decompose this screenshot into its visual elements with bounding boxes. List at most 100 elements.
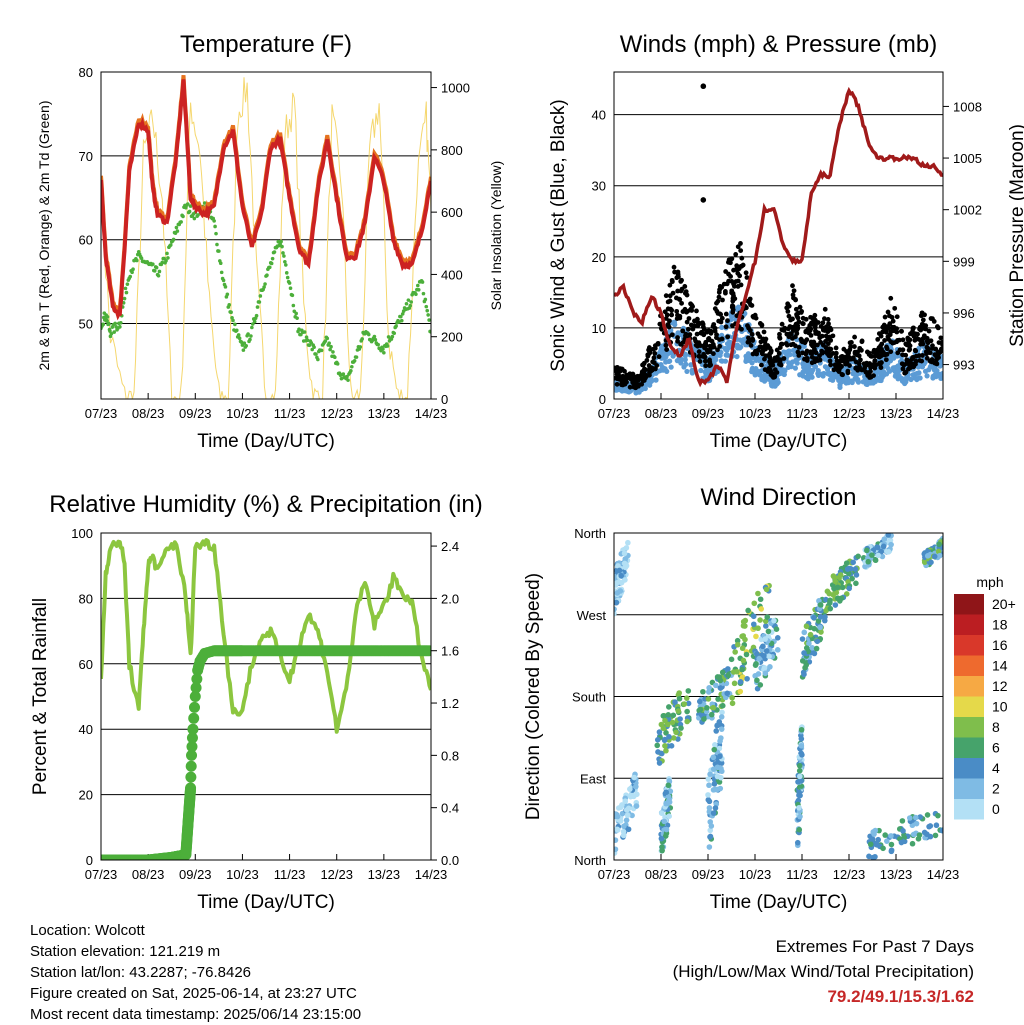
gust-point xyxy=(818,324,824,329)
y-tick-label: 80 xyxy=(79,65,93,80)
gust-point xyxy=(813,350,819,356)
gust-point xyxy=(911,364,917,370)
gust-point xyxy=(812,346,817,352)
dewpoint-point xyxy=(392,331,397,336)
direction-point xyxy=(888,841,895,848)
gust-point xyxy=(633,376,639,382)
gust-point xyxy=(708,330,714,336)
wind-point xyxy=(902,380,908,387)
gust-point xyxy=(717,343,723,349)
direction-point xyxy=(803,662,810,668)
gust-point xyxy=(697,359,703,364)
gust-point xyxy=(867,369,873,375)
wind-point xyxy=(845,380,851,386)
direction-point xyxy=(621,550,628,557)
direction-point xyxy=(713,728,720,734)
x-tick-label: 11/23 xyxy=(786,867,818,882)
direction-point xyxy=(728,656,735,663)
wind-point xyxy=(663,359,669,365)
x-tick-label: 13/23 xyxy=(880,867,913,882)
dewpoint-point xyxy=(128,274,133,279)
dewpoint-point xyxy=(316,357,320,362)
direction-point xyxy=(701,716,707,722)
gust-point xyxy=(692,336,698,342)
panel-title: Winds (mph) & Pressure (mb) xyxy=(620,31,937,58)
direction-point xyxy=(884,838,890,844)
direction-point xyxy=(625,826,632,833)
direction-point xyxy=(718,714,725,720)
gust-point xyxy=(910,325,916,331)
y-axis-label: Sonic Wind & Gust (Blue, Black) xyxy=(548,99,569,371)
gust-point xyxy=(878,333,884,339)
wind-point xyxy=(688,362,694,368)
gust-point xyxy=(648,368,654,374)
gust-point xyxy=(777,345,783,350)
direction-point xyxy=(762,636,768,642)
direction-point xyxy=(900,828,906,834)
dewpoint-point xyxy=(267,265,272,270)
gust-point xyxy=(900,366,906,372)
direction-point xyxy=(724,690,731,697)
wind-point xyxy=(786,363,792,369)
gust-point xyxy=(723,324,729,330)
direction-point xyxy=(817,602,824,608)
direction-point xyxy=(830,573,837,579)
direction-point xyxy=(623,545,630,551)
direction-point xyxy=(711,781,718,787)
x-tick-label: 10/23 xyxy=(739,867,772,882)
wind-point xyxy=(853,375,859,381)
gust-point xyxy=(627,384,633,390)
gust-point xyxy=(738,282,744,288)
direction-point xyxy=(666,813,672,819)
gust-point xyxy=(748,342,754,348)
direction-point xyxy=(913,820,920,827)
gust-point xyxy=(820,342,826,348)
wind-point xyxy=(903,375,909,381)
direction-point xyxy=(625,539,631,546)
wind-point xyxy=(698,367,704,374)
direction-point xyxy=(617,588,624,594)
dewpoint-point xyxy=(215,242,219,247)
dewpoint-point xyxy=(426,313,430,317)
direction-point xyxy=(797,792,803,799)
direction-point xyxy=(707,827,714,834)
gust-point xyxy=(688,306,694,312)
dewpoint-point xyxy=(187,209,192,214)
gust-point xyxy=(716,294,722,300)
gust-point xyxy=(784,305,790,311)
dewpoint-point xyxy=(416,288,421,292)
gust-point xyxy=(717,284,723,289)
x-tick-label: 09/23 xyxy=(692,406,725,421)
gust-point xyxy=(727,257,733,263)
wind-point xyxy=(885,360,891,367)
gust-point xyxy=(857,345,863,351)
direction-point xyxy=(910,831,917,838)
direction-point xyxy=(801,671,807,678)
direction-point xyxy=(739,633,745,640)
direction-point xyxy=(750,613,757,620)
dewpoint-point xyxy=(181,214,185,219)
y2-tick-label: 1.2 xyxy=(441,696,459,711)
dewpoint-point xyxy=(408,303,413,308)
wind-point xyxy=(734,342,740,348)
dewpoint-point xyxy=(423,297,428,302)
direction-point xyxy=(615,579,622,585)
wind-point xyxy=(653,377,659,383)
direction-point xyxy=(754,650,760,657)
dewpoint-point xyxy=(152,269,157,273)
dewpoint-point xyxy=(166,256,170,260)
rain-point xyxy=(185,782,197,794)
gust-point xyxy=(855,365,860,371)
x-tick-label: 11/23 xyxy=(274,406,306,421)
gust-point xyxy=(668,306,674,312)
dewpoint-point xyxy=(168,243,173,247)
wind-point xyxy=(661,351,668,357)
direction-point xyxy=(681,701,688,707)
gust-point xyxy=(936,340,942,345)
gust-point xyxy=(810,322,816,327)
wind-point xyxy=(895,365,901,372)
dewpoint-point xyxy=(223,285,228,289)
gust-point xyxy=(617,367,623,373)
x-axis-label: Time (Day/UTC) xyxy=(197,892,335,913)
direction-point xyxy=(664,822,671,828)
